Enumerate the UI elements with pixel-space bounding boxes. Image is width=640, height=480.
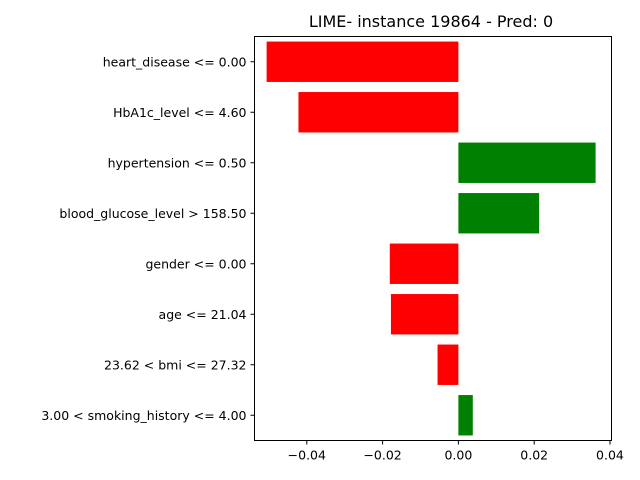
bar-1 — [298, 92, 459, 133]
y-axis-ticks: heart_disease <= 0.00 HbA1c_level <= 4.60… — [41, 54, 255, 423]
y-tick-label: HbA1c_level <= 4.60 — [113, 105, 246, 120]
y-tick-label: 23.62 < bmi <= 27.32 — [104, 357, 246, 372]
bar-7 — [458, 395, 473, 436]
y-tick-label: blood_glucose_level > 158.50 — [59, 206, 246, 221]
bar-0 — [266, 41, 459, 82]
x-axis-ticks: −0.04 −0.02 0.00 0.02 0.04 — [288, 440, 624, 463]
x-tick-label: −0.02 — [363, 448, 401, 463]
bar-3 — [458, 193, 540, 234]
y-tick-label: 3.00 < smoking_history <= 4.00 — [41, 408, 246, 423]
x-tick-label: 0.04 — [596, 448, 624, 463]
y-tick-label: heart_disease <= 0.00 — [103, 54, 247, 69]
bars-group — [266, 41, 596, 436]
y-tick-label: age <= 21.04 — [159, 307, 247, 322]
bar-5 — [390, 294, 459, 335]
plot-frame — [254, 36, 612, 441]
bar-6 — [437, 344, 459, 385]
x-tick-label: 0.00 — [444, 448, 472, 463]
x-tick-label: 0.02 — [520, 448, 548, 463]
y-tick-label: gender <= 0.00 — [145, 256, 246, 271]
x-tick-label: −0.04 — [288, 448, 326, 463]
chart-title: LIME- instance 19864 - Pred: 0 — [309, 12, 553, 31]
bar-4 — [389, 243, 459, 284]
bar-2 — [458, 142, 596, 183]
y-tick-label: hypertension <= 0.50 — [108, 155, 247, 170]
